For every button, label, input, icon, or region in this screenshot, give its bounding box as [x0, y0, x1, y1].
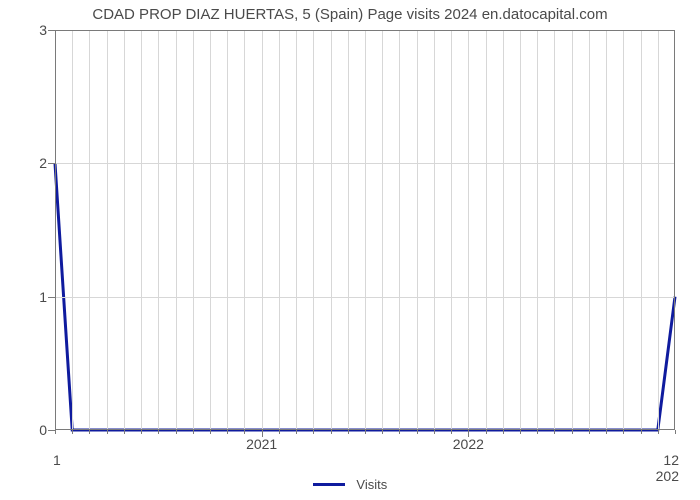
gridline-v: [537, 30, 538, 430]
x-minor-tick: [296, 430, 297, 434]
gridline-v: [72, 30, 73, 430]
plot-area: 012320212022112 202: [55, 30, 675, 430]
x-minor-tick: [606, 430, 607, 434]
x-minor-tick: [72, 430, 73, 434]
x-minor-tick: [313, 430, 314, 434]
gridline-v: [623, 30, 624, 430]
gridline-v: [89, 30, 90, 430]
x-minor-tick: [382, 430, 383, 434]
gridline-v: [210, 30, 211, 430]
gridline-v: [313, 30, 314, 430]
gridline-v: [554, 30, 555, 430]
gridline-v: [296, 30, 297, 430]
gridline-v: [434, 30, 435, 430]
gridline-v: [227, 30, 228, 430]
gridline-v: [468, 30, 469, 430]
x-minor-tick: [641, 430, 642, 434]
x-minor-tick: [227, 430, 228, 434]
x-minor-tick: [141, 430, 142, 434]
gridline-v: [124, 30, 125, 430]
x-minor-tick: [589, 430, 590, 434]
x-minor-tick: [503, 430, 504, 434]
gridline-v: [503, 30, 504, 430]
x-minor-tick: [451, 430, 452, 434]
gridline-v: [279, 30, 280, 430]
x-minor-tick: [107, 430, 108, 434]
x-minor-tick: [399, 430, 400, 434]
gridline-v: [399, 30, 400, 430]
gridline-v: [451, 30, 452, 430]
chart-container: CDAD PROP DIAZ HUERTAS, 5 (Spain) Page v…: [0, 0, 700, 500]
x-minor-tick: [348, 430, 349, 434]
gridline-v: [331, 30, 332, 430]
gridline-v: [262, 30, 263, 430]
x-minor-tick: [434, 430, 435, 434]
gridline-v: [589, 30, 590, 430]
x-minor-tick: [193, 430, 194, 434]
gridline-v: [348, 30, 349, 430]
legend: Visits: [0, 476, 700, 492]
gridline-v: [158, 30, 159, 430]
gridline-v: [658, 30, 659, 430]
x-minor-tick: [124, 430, 125, 434]
x-minor-tick: [331, 430, 332, 434]
gridline-v: [382, 30, 383, 430]
gridline-v: [193, 30, 194, 430]
x-minor-tick: [89, 430, 90, 434]
gridline-v: [606, 30, 607, 430]
x-minor-tick: [572, 430, 573, 434]
x-minor-tick: [554, 430, 555, 434]
x-corner-label-left: 1: [53, 430, 61, 468]
y-tick: [48, 163, 55, 164]
x-minor-tick: [176, 430, 177, 434]
gridline-v: [244, 30, 245, 430]
x-minor-tick: [623, 430, 624, 434]
gridline-v: [520, 30, 521, 430]
x-minor-tick: [244, 430, 245, 434]
x-minor-tick: [520, 430, 521, 434]
y-tick: [48, 297, 55, 298]
gridline-v: [572, 30, 573, 430]
gridline-v: [141, 30, 142, 430]
x-minor-tick: [210, 430, 211, 434]
gridline-v: [417, 30, 418, 430]
legend-label: Visits: [356, 477, 387, 492]
x-minor-tick: [537, 430, 538, 434]
x-tick-label: 2021: [246, 430, 277, 452]
gridline-v: [365, 30, 366, 430]
gridline-v: [486, 30, 487, 430]
x-tick-label: 2022: [453, 430, 484, 452]
gridline-v: [176, 30, 177, 430]
y-tick: [48, 30, 55, 31]
gridline-v: [641, 30, 642, 430]
chart-title: CDAD PROP DIAZ HUERTAS, 5 (Spain) Page v…: [0, 6, 700, 23]
x-minor-tick: [365, 430, 366, 434]
x-minor-tick: [158, 430, 159, 434]
legend-swatch: [313, 483, 345, 486]
gridline-v: [107, 30, 108, 430]
x-minor-tick: [486, 430, 487, 434]
x-minor-tick: [279, 430, 280, 434]
x-minor-tick: [417, 430, 418, 434]
